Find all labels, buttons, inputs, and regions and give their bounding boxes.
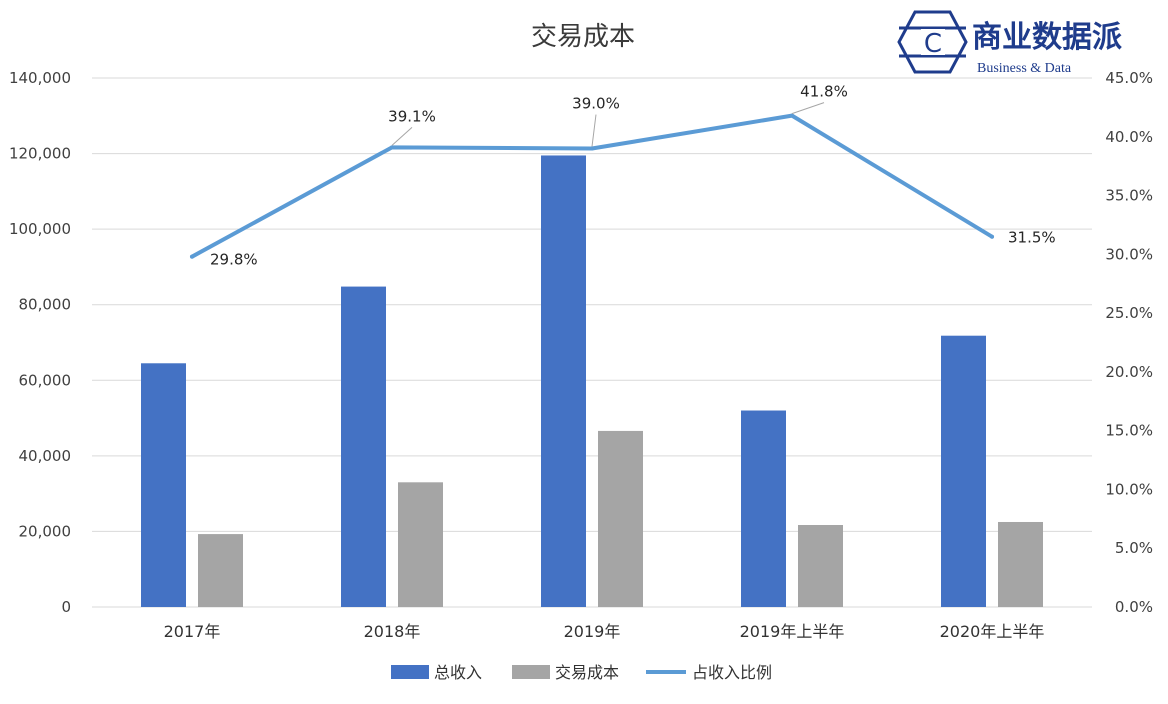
bar-transaction-cost [998, 521, 1043, 607]
y-left-tick-label: 20,000 [19, 522, 72, 540]
legend-swatch [391, 665, 429, 679]
y-right-tick-label: 5.0% [1115, 539, 1153, 557]
bar-transaction-cost [798, 525, 843, 607]
logo-name-cn: 商业数据派 [972, 20, 1122, 55]
y-right-tick-label: 40.0% [1105, 128, 1153, 146]
line-point [990, 234, 994, 239]
y-left-tick-label: 80,000 [19, 296, 72, 314]
line-ratio [190, 113, 994, 259]
y-right-tick-label: 25.0% [1105, 304, 1153, 322]
y-right-tick-label: 15.0% [1105, 422, 1153, 440]
x-axis: 2017年 2018年 2019年 2019年上半年 2020年上半年 [164, 622, 1045, 641]
y-left-tick-label: 100,000 [9, 220, 71, 238]
legend-label: 交易成本 [555, 663, 619, 682]
legend-label: 总收入 [434, 663, 482, 682]
y-left-tick-label: 140,000 [9, 69, 71, 87]
y-axis-right: 0.0% 5.0% 10.0% 15.0% 20.0% 25.0% 30.0% 35.0% 40… [1105, 69, 1153, 616]
bars [141, 155, 1043, 608]
legend: 总收入 交易成本 占收入比例 [391, 663, 772, 682]
data-label-ratio: 41.8% [800, 83, 848, 101]
data-label-ratio: 29.8% [210, 251, 258, 269]
bar-total-revenue [741, 410, 786, 607]
line-point [590, 146, 594, 151]
bar-total-revenue [541, 155, 586, 608]
y-right-tick-label: 35.0% [1105, 187, 1153, 205]
line-point [390, 145, 394, 150]
bar-total-revenue [341, 286, 386, 607]
data-label-leader [391, 126, 413, 146]
x-category-label: 2018年 [364, 622, 421, 641]
y-right-tick-label: 20.0% [1105, 363, 1153, 381]
gridlines [92, 77, 1092, 608]
x-category-label: 2019年上半年 [740, 622, 845, 641]
x-category-label: 2017年 [164, 622, 221, 641]
x-category-label: 2019年 [564, 622, 621, 641]
line-point [790, 113, 794, 118]
y-left-tick-label: 120,000 [9, 145, 71, 163]
bar-transaction-cost [198, 534, 243, 607]
data-label-ratio: 39.1% [388, 107, 436, 125]
y-left-tick-label: 40,000 [19, 447, 72, 465]
logo-name-en: Business & Data [977, 61, 1072, 76]
c-hexagon-logo-icon: C [897, 10, 968, 74]
y-right-tick-label: 45.0% [1105, 69, 1153, 87]
data-label-leader [791, 102, 825, 115]
y-left-tick-label: 0 [61, 598, 71, 616]
y-left-tick-label: 60,000 [19, 371, 72, 389]
y-axis-left: 0 20,000 40,000 60,000 80,000 100,000 120,000 1… [9, 69, 71, 616]
bar-transaction-cost [598, 430, 643, 607]
logo: C 商业数据派 Business & Data [897, 10, 1122, 76]
y-right-tick-label: 10.0% [1105, 480, 1153, 498]
chart-title: 交易成本 [531, 22, 635, 52]
x-category-label: 2020年上半年 [940, 622, 1045, 641]
legend-swatch [512, 665, 550, 679]
bar-transaction-cost [398, 482, 443, 607]
svg-text:C: C [924, 29, 942, 59]
data-label-ratio: 31.5% [1008, 229, 1056, 247]
bar-total-revenue [141, 363, 186, 607]
data-label-ratio: 39.0% [572, 95, 620, 113]
data-label-leader [591, 114, 597, 147]
line-series: 29.8% 39.1% 39.0% 41.8% 31.5% [190, 83, 1056, 269]
line-point [190, 254, 194, 259]
y-right-tick-label: 0.0% [1115, 598, 1153, 616]
bar-total-revenue [941, 335, 986, 607]
legend-label: 占收入比例 [692, 663, 772, 682]
y-right-tick-label: 30.0% [1105, 245, 1153, 263]
